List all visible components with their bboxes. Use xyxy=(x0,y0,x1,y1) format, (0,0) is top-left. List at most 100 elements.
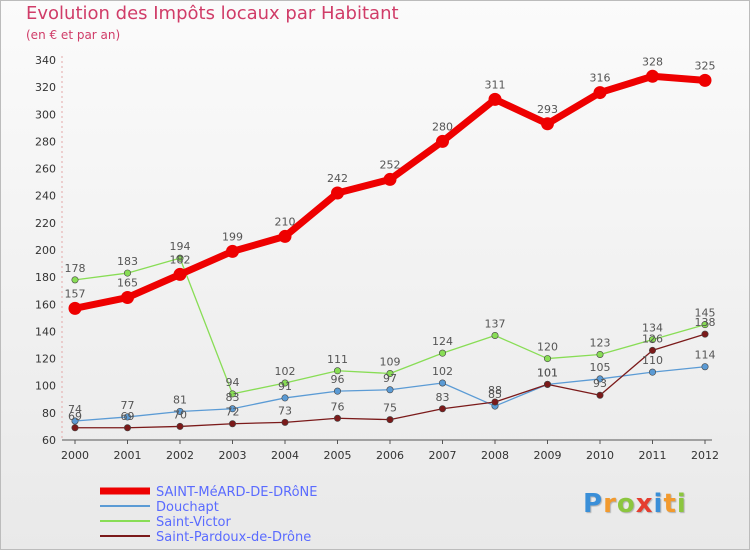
series-line xyxy=(71,72,709,312)
data-label: 293 xyxy=(537,103,558,116)
data-point xyxy=(436,134,449,148)
data-label: 124 xyxy=(432,335,453,348)
x-tick-label: 2003 xyxy=(219,449,247,462)
axes xyxy=(61,56,712,444)
data-label: 120 xyxy=(537,341,558,354)
data-point xyxy=(593,86,607,100)
data-label: 102 xyxy=(275,365,296,378)
x-tick-label: 2006 xyxy=(376,449,404,462)
x-tick-label: 2005 xyxy=(324,449,352,462)
legend-label: Saint-Victor xyxy=(156,515,232,530)
x-tick-label: 2012 xyxy=(691,449,719,462)
data-point xyxy=(333,414,341,422)
data-label: 114 xyxy=(695,349,716,362)
data-label: 83 xyxy=(226,391,240,404)
data-label: 77 xyxy=(121,399,135,412)
x-tick-label: 2002 xyxy=(166,449,194,462)
data-label: 72 xyxy=(226,406,240,419)
data-point xyxy=(226,244,239,258)
data-label: 328 xyxy=(642,55,663,68)
data-point xyxy=(333,367,341,375)
data-point xyxy=(281,418,289,426)
data-point xyxy=(491,398,499,406)
data-point xyxy=(386,416,394,424)
logo-letter: P xyxy=(583,489,604,519)
data-point xyxy=(488,92,502,106)
data-label: 102 xyxy=(432,365,453,378)
y-tick-label: 200 xyxy=(35,244,56,257)
data-label: 199 xyxy=(222,230,243,243)
data-label: 194 xyxy=(170,240,191,253)
data-label: 178 xyxy=(65,262,86,275)
legend: SAINT-MéARD-DE-DRôNEDouchaptSaint-Victor… xyxy=(100,485,318,545)
data-label: 70 xyxy=(173,408,187,421)
x-tick-label: 2004 xyxy=(271,449,299,462)
data-label: 111 xyxy=(327,353,348,366)
data-point xyxy=(596,375,604,383)
data-point xyxy=(596,350,604,358)
data-label: 325 xyxy=(695,59,716,72)
y-tick-label: 160 xyxy=(35,298,56,311)
data-label: 88 xyxy=(488,384,502,397)
data-point xyxy=(438,405,446,413)
y-tick-label: 60 xyxy=(42,434,56,447)
data-label: 96 xyxy=(331,373,345,386)
data-point xyxy=(543,380,551,388)
data-point xyxy=(71,424,79,432)
logo-letter: r xyxy=(603,489,617,519)
logo-letter: i xyxy=(676,489,687,519)
data-label: 75 xyxy=(383,402,397,415)
data-label: 311 xyxy=(485,78,506,91)
data-label: 97 xyxy=(383,372,397,385)
data-point xyxy=(176,407,184,415)
data-point xyxy=(229,390,237,398)
x-tick-label: 2001 xyxy=(114,449,142,462)
data-label: 81 xyxy=(173,394,187,407)
data-point xyxy=(71,417,79,425)
data-label: 74 xyxy=(68,403,82,416)
data-point xyxy=(124,269,132,277)
data-label: 69 xyxy=(68,410,82,423)
data-label: 126 xyxy=(642,332,663,345)
data-label: 93 xyxy=(593,377,607,390)
data-label: 134 xyxy=(642,322,663,335)
data-point xyxy=(491,331,499,339)
data-point xyxy=(596,391,604,399)
data-point xyxy=(698,73,712,87)
data-label: 316 xyxy=(590,72,611,85)
data-point xyxy=(543,355,551,363)
data-label: 145 xyxy=(695,307,716,320)
y-tick-label: 180 xyxy=(35,271,56,284)
data-point xyxy=(173,267,187,281)
y-tick-label: 100 xyxy=(35,380,56,393)
data-label: 210 xyxy=(275,215,296,228)
data-point xyxy=(68,301,82,315)
data-point xyxy=(701,363,709,371)
data-point xyxy=(701,321,709,329)
data-labels: 74 77 81 83 91 96 97 102 85 101 105 110 114 178 183 194… xyxy=(65,55,716,423)
x-tick-label: 2000 xyxy=(61,449,89,462)
data-label: 123 xyxy=(590,337,611,350)
data-label: 157 xyxy=(65,287,86,300)
data-point xyxy=(383,172,397,186)
data-label: 137 xyxy=(485,318,506,331)
data-label: 94 xyxy=(226,376,240,389)
data-point xyxy=(176,254,184,262)
data-label: 252 xyxy=(380,158,401,171)
y-tick-label: 300 xyxy=(35,108,56,121)
data-point xyxy=(281,379,289,387)
data-point xyxy=(648,346,656,354)
logo-letter: i xyxy=(653,489,664,519)
legend-label: SAINT-MéARD-DE-DRôNE xyxy=(156,485,318,500)
data-point xyxy=(438,379,446,387)
data-point xyxy=(331,186,344,200)
data-label: 138 xyxy=(695,316,716,329)
legend-label: Douchapt xyxy=(156,500,219,515)
data-label: 69 xyxy=(121,410,135,423)
data-point xyxy=(541,117,554,131)
data-label: 182 xyxy=(170,253,191,266)
series-points xyxy=(68,69,712,432)
data-point xyxy=(701,330,709,338)
data-point xyxy=(438,349,446,357)
